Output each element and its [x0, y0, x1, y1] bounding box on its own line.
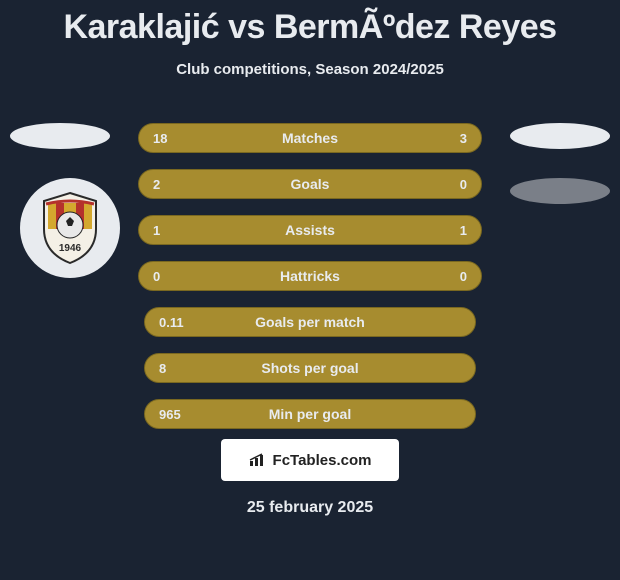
stat-right-value: 3 — [460, 131, 467, 146]
page-title: Karaklajić vs BermÃºdez Reyes — [0, 0, 620, 47]
stat-left-value: 0.11 — [159, 315, 184, 330]
stat-row-assists: 1 Assists 1 — [138, 215, 482, 245]
date-text: 25 february 2025 — [0, 499, 620, 517]
stat-label: Shots per goal — [145, 360, 475, 376]
stats-container: 18 Matches 3 2 Goals 0 1 Assists 1 0 Hat… — [138, 123, 482, 445]
shield-icon: 1946 — [40, 191, 100, 265]
stat-row-min-per-goal: 965 Min per goal — [144, 399, 476, 429]
stat-label: Min per goal — [145, 406, 475, 422]
stat-left-value: 0 — [153, 269, 160, 284]
stat-label: Matches — [139, 130, 481, 146]
stat-label: Hattricks — [139, 268, 481, 284]
left-player-ellipse — [10, 123, 110, 149]
right-player-ellipse-2 — [510, 178, 610, 204]
stat-left-value: 965 — [159, 407, 181, 422]
stat-left-value: 1 — [153, 223, 160, 238]
stat-left-value: 2 — [153, 177, 160, 192]
right-player-ellipse-1 — [510, 123, 610, 149]
club-badge: 1946 — [20, 178, 120, 278]
chart-logo-icon — [249, 453, 267, 467]
svg-text:1946: 1946 — [59, 243, 82, 254]
stat-row-hattricks: 0 Hattricks 0 — [138, 261, 482, 291]
stat-label: Goals per match — [145, 314, 475, 330]
stat-label: Goals — [139, 176, 481, 192]
stat-right-value: 0 — [460, 269, 467, 284]
source-badge: FcTables.com — [221, 439, 399, 481]
stat-left-value: 8 — [159, 361, 166, 376]
stat-right-value: 1 — [460, 223, 467, 238]
stat-row-matches: 18 Matches 3 — [138, 123, 482, 153]
source-badge-text: FcTables.com — [273, 452, 372, 469]
stat-row-shots-per-goal: 8 Shots per goal — [144, 353, 476, 383]
stat-left-value: 18 — [153, 131, 167, 146]
stat-label: Assists — [139, 222, 481, 238]
stat-right-value: 0 — [460, 177, 467, 192]
stat-row-goals: 2 Goals 0 — [138, 169, 482, 199]
stat-row-goals-per-match: 0.11 Goals per match — [144, 307, 476, 337]
page-subtitle: Club competitions, Season 2024/2025 — [0, 61, 620, 78]
